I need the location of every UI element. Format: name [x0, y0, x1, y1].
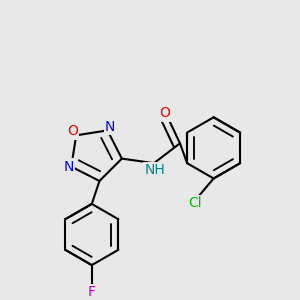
Text: NH: NH: [144, 163, 165, 177]
Text: F: F: [88, 285, 96, 299]
Text: N: N: [64, 160, 74, 174]
Text: Cl: Cl: [188, 196, 202, 210]
Text: O: O: [67, 124, 78, 139]
Text: N: N: [105, 120, 115, 134]
Text: O: O: [160, 106, 171, 120]
